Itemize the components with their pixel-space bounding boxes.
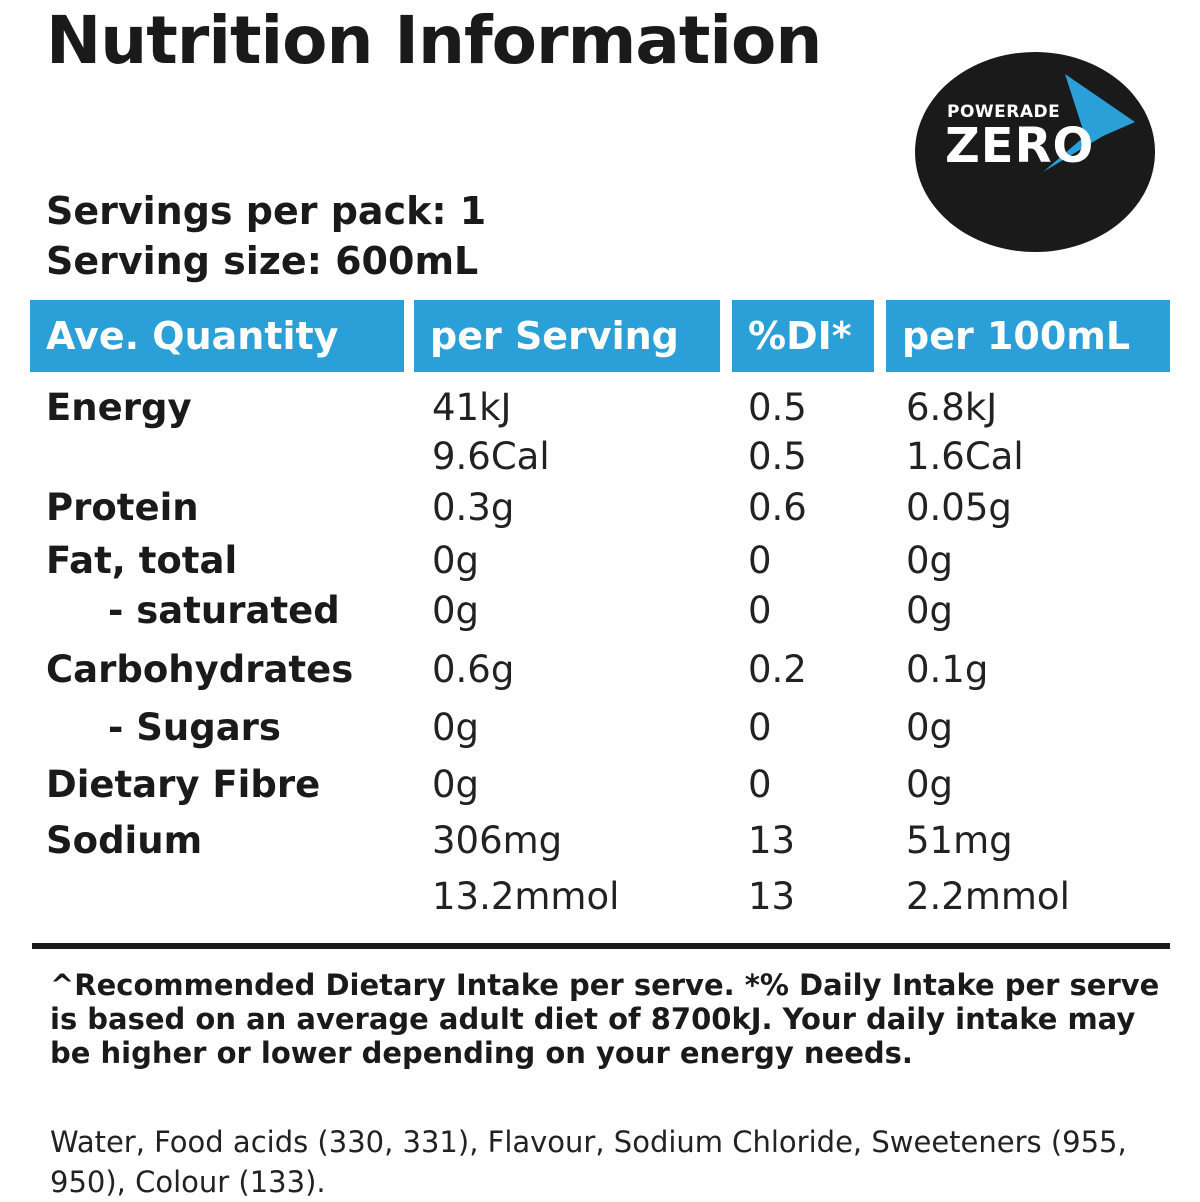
di-value: 0 [748,589,772,632]
di-value: 0 [748,539,772,582]
di-value: 0 [748,763,772,806]
header-di: %DI* [732,300,874,372]
header-ave-quantity: Ave. Quantity [30,300,404,372]
row-label: - Sugars [108,706,281,749]
per-serving-value: 0g [432,539,480,582]
table-row: Sodium 306mg 13 51mg [0,816,1200,866]
per-serving-value: 0.6g [432,648,515,691]
di-value: 13 [748,875,796,918]
di-value: 0.6 [748,486,807,529]
per-100ml-value: 0.05g [906,486,1012,529]
divider [32,943,1170,949]
page-title: Nutrition Information [46,2,822,79]
footnote: ^Recommended Dietary Intake per serve. *… [50,968,1160,1070]
logo-brand-text: POWERADE [947,102,1061,122]
per-serving-value: 41kJ [432,386,512,429]
ingredients-list: Water, Food acids (330, 331), Flavour, S… [50,1125,1127,1199]
table-row: Energy 41kJ 0.5 6.8kJ [0,383,1200,433]
per-serving-value: 13.2mmol [432,875,620,918]
per-serving-value: 0.3g [432,486,515,529]
table-row: Dietary Fibre 0g 0 0g [0,760,1200,810]
per-100ml-value: 6.8kJ [906,386,998,429]
di-value: 0.5 [748,435,807,478]
table-row: - saturated 0g 0 0g [0,586,1200,636]
di-value: 0.2 [748,648,807,691]
lightning-bolt-icon [1043,74,1135,172]
per-100ml-value: 51mg [906,819,1013,862]
per-100ml-value: 0g [906,763,954,806]
table-row: - Sugars 0g 0 0g [0,703,1200,753]
row-label: Energy [46,386,192,429]
di-value: 0 [748,706,772,749]
per-100ml-value: 0.1g [906,648,989,691]
di-value: 13 [748,819,796,862]
powerade-zero-logo: POWERADE ZERO [915,52,1155,252]
header-per-serving: per Serving [414,300,720,372]
per-100ml-value: 0g [906,706,954,749]
logo-sub-text: ZERO [945,118,1095,174]
per-100ml-value: 1.6Cal [906,435,1024,478]
per-serving-value: 306mg [432,819,563,862]
per-100ml-value: 2.2mmol [906,875,1070,918]
per-100ml-value: 0g [906,539,954,582]
per-serving-value: 0g [432,706,480,749]
serving-size: Serving size: 600mL [46,239,479,283]
row-label: Carbohydrates [46,648,354,691]
servings-info: Servings per pack: 1 Serving size: 600mL [46,186,486,286]
servings-per-pack: Servings per pack: 1 [46,189,487,233]
di-value: 0.5 [748,386,807,429]
header-per-100ml: per 100mL [886,300,1170,372]
table-row: Fat, total 0g 0 0g [0,536,1200,586]
per-serving-value: 9.6Cal [432,435,550,478]
row-label: Dietary Fibre [46,763,321,806]
row-label: - saturated [108,589,340,632]
row-label: Sodium [46,819,203,862]
table-row: Protein 0.3g 0.6 0.05g [0,483,1200,533]
row-label: Protein [46,486,199,529]
per-100ml-value: 0g [906,589,954,632]
per-serving-value: 0g [432,763,480,806]
table-row: 9.6Cal 0.5 1.6Cal [0,432,1200,482]
table-row: 13.2mmol 13 2.2mmol [0,872,1200,922]
row-label: Fat, total [46,539,238,582]
table-row: Carbohydrates 0.6g 0.2 0.1g [0,645,1200,695]
per-serving-value: 0g [432,589,480,632]
